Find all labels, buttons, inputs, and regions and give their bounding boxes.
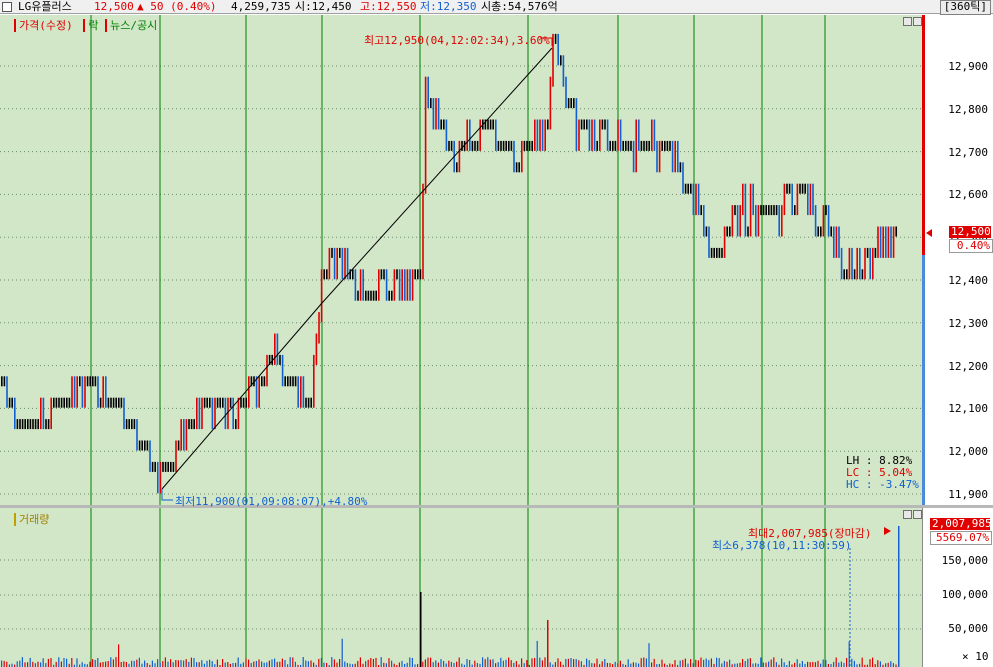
price-axis-label: 12,200 [948,359,988,373]
volume-panel-close-icon[interactable] [913,510,922,519]
trade-volume: 4,259,735 [231,0,291,13]
price-axis-label: 12,900 [948,60,988,73]
market-cap: 시총:54,576억 [481,0,558,13]
legend-news[interactable]: 뉴스/공시 [105,19,158,32]
volume-legend: 거래량 [14,511,50,527]
price-plot [0,15,922,505]
volume-plot [0,508,922,667]
price-axis-label: 12,800 [948,102,988,116]
price-axis-label: 12,100 [948,402,988,416]
volume-axis-label: 150,000 [941,554,988,567]
stat-hc: HC : -3.47% [846,478,919,491]
volume-panel-minimize-icon[interactable] [903,510,912,519]
price-axis [922,15,993,505]
price-axis-label: 12,400 [948,274,988,287]
price-change: ▲ 50 (0.40%) [137,0,217,13]
price-legend: 가격(수정) 락 뉴스/공시 [14,17,158,33]
current-price: 12,500 [94,0,134,13]
high-annotation: 최고12,950(04,12:02:34),3.60% [364,34,550,47]
stock-marker-icon [2,2,12,12]
price-axis-label: 12,000 [948,445,988,459]
legend-rak[interactable]: 락 [83,19,99,32]
volume-unit: × 10 [962,650,989,663]
volume-max-annotation: 최대2,007,985(장마감) [748,527,872,540]
legend-price[interactable]: 가격(수정) [14,19,73,32]
volume-axis-label: 50,000 [948,622,988,635]
price-axis-label: 12,700 [948,145,988,159]
low-annotation: 최저11,900(01,09:08:07),+4.80% [175,495,368,508]
stock-name[interactable]: LG유플러스 [18,0,72,13]
open-price: 시:12,450 [295,0,352,13]
volume-axis-label: 100,000 [941,588,988,601]
volume-max-pct-tag: 5569.07% [930,531,992,545]
price-panel-minimize-icon[interactable] [903,17,912,26]
current-pct-tag: 0.40% [949,239,993,253]
price-axis-label: 12,600 [948,188,988,202]
price-axis-label: 12,300 [948,316,988,330]
tick-interval-button[interactable]: [360틱] [939,0,991,15]
price-axis-label: 11,900 [948,488,988,501]
stat-lh: LH : 8.82% [846,454,913,467]
volume-min-annotation: 최소6,378(10,11:30:59) [712,539,852,552]
panel-separator[interactable] [0,505,993,508]
current-price-tag: 12,500 [949,225,991,238]
quote-header: LG유플러스 12,500 ▲ 50 (0.40%) 4,259,735 시:1… [0,0,993,15]
low-price: 저:12,350 [420,0,477,13]
stat-lc: LC : 5.04% [846,466,913,479]
volume-max-tag: 2,007,985 [930,517,992,530]
legend-volume[interactable]: 거래량 [14,513,50,526]
price-panel-close-icon[interactable] [913,17,922,26]
high-price: 고:12,550 [360,0,417,13]
